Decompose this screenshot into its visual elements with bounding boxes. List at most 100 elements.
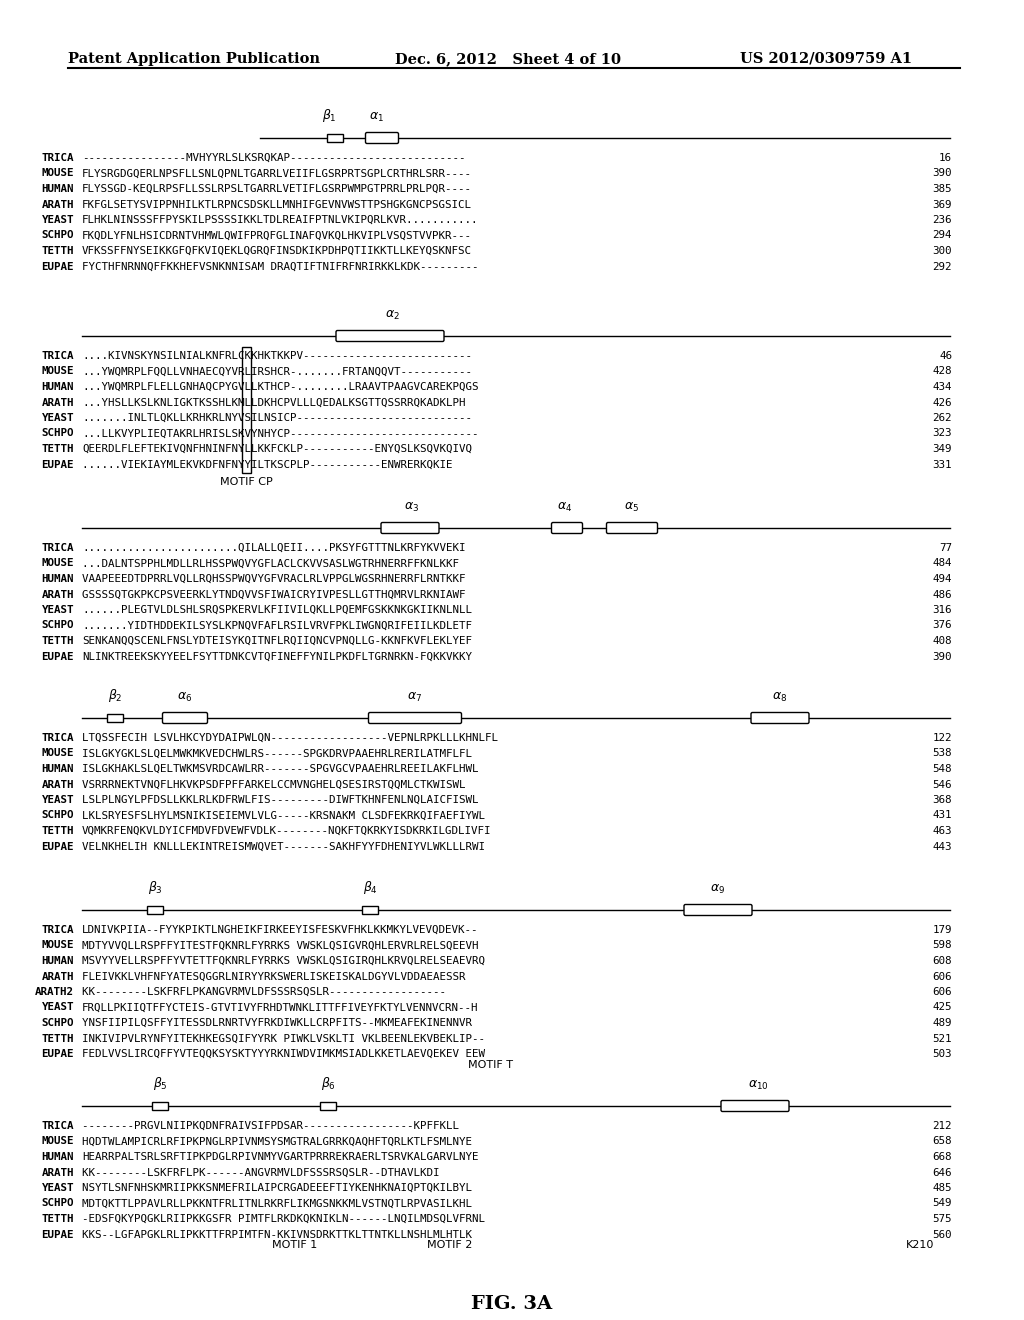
FancyBboxPatch shape	[552, 523, 583, 533]
Text: TETTH: TETTH	[42, 826, 74, 836]
Text: VQMKRFENQKVLDYICFMDVFDVEWFVDLK--------NQKFTQKRKYISDKRKILGDLIVFI: VQMKRFENQKVLDYICFMDVFDVEWFVDLK--------NQ…	[82, 826, 492, 836]
Text: HUMAN: HUMAN	[42, 764, 74, 774]
Text: TETTH: TETTH	[42, 1214, 74, 1224]
Text: GSSSSQTGKPKCPSVEERKLYTNDQVVSFIWAICRYIVPESLLGTTHQMRVLRKNIAWF: GSSSSQTGKPKCPSVEERKLYTNDQVVSFIWAICRYIVPE…	[82, 590, 472, 599]
Text: SCHPO: SCHPO	[42, 1199, 74, 1209]
Text: TETTH: TETTH	[42, 246, 74, 256]
Text: TRICA: TRICA	[42, 925, 74, 935]
Text: ISLGKHAKLSLQELTWKMSVRDCAWLRR-------SPGVGCVPAAEHRLREEILAKFLHWL: ISLGKHAKLSLQELTWKMSVRDCAWLRR-------SPGVG…	[82, 764, 485, 774]
Text: 608: 608	[933, 956, 952, 966]
Text: 546: 546	[933, 780, 952, 789]
Text: MOUSE: MOUSE	[42, 367, 74, 376]
Bar	[152, 1102, 168, 1110]
Text: ----------------MVHYYRLSLKSRQKAP---------------------------: ----------------MVHYYRLSLKSRQKAP--------…	[82, 153, 466, 162]
Text: 658: 658	[933, 1137, 952, 1147]
Text: $\alpha_4$: $\alpha_4$	[557, 500, 572, 513]
Text: ARATH: ARATH	[42, 780, 74, 789]
Text: 77: 77	[939, 543, 952, 553]
Text: .......YIDTHDDEKILSYSLKPNQVFAFLRSILVRVFPKLIWGNQRIFEIILKDLETF: .......YIDTHDDEKILSYSLKPNQVFAFLRSILVRVFP…	[82, 620, 472, 631]
Text: KK--------LSKFRFLPKANGVRMVLDFSSSRSQSLR------------------: KK--------LSKFRFLPKANGVRMVLDFSSSRSQSLR--…	[82, 987, 492, 997]
Text: FKFGLSETYSVIPPNHILKTLRPNCSDSKLLMNHIFGEVNVWSTTPSHGKGNCPSGSICL: FKFGLSETYSVIPPNHILKTLRPNCSDSKLLMNHIFGEVN…	[82, 199, 472, 210]
Text: MOUSE: MOUSE	[42, 940, 74, 950]
Text: $\alpha_7$: $\alpha_7$	[408, 690, 423, 704]
Text: 549: 549	[933, 1199, 952, 1209]
Bar	[327, 135, 343, 143]
Text: 368: 368	[933, 795, 952, 805]
Text: FEDLVVSLIRCQFFYVTEQQKSYSKTYYYRKNIWDVIMKMSIADLKKETLAEVQEKEV EEW: FEDLVVSLIRCQFFYVTEQQKSYSKTYYYRKNIWDVIMKM…	[82, 1049, 485, 1059]
Text: 668: 668	[933, 1152, 952, 1162]
Text: ARATH: ARATH	[42, 972, 74, 982]
Text: 485: 485	[933, 1183, 952, 1193]
FancyBboxPatch shape	[163, 713, 208, 723]
Text: TRICA: TRICA	[42, 351, 74, 360]
Text: SCHPO: SCHPO	[42, 1018, 74, 1028]
Text: 484: 484	[933, 558, 952, 569]
Text: $\alpha_{10}$: $\alpha_{10}$	[748, 1078, 768, 1092]
Text: EUPAE: EUPAE	[42, 842, 74, 851]
Text: LKLSRYESFSLHYLMSNIKISEIEMVLVLG-----KRSNAKM CLSDFEKRKQIFAEFIYWL: LKLSRYESFSLHYLMSNIKISEIEMVLVLG-----KRSNA…	[82, 810, 485, 821]
Text: HUMAN: HUMAN	[42, 183, 74, 194]
FancyBboxPatch shape	[336, 330, 444, 342]
Text: FIG. 3A: FIG. 3A	[471, 1295, 553, 1313]
Text: $\alpha_6$: $\alpha_6$	[177, 690, 193, 704]
Text: FKQDLYFNLHSICDRNTVHMWLQWIFPRQFGLINAFQVKQLHKVIPLVSQSTVVPKR---: FKQDLYFNLHSICDRNTVHMWLQWIFPRQFGLINAFQVKQ…	[82, 231, 472, 240]
Text: 486: 486	[933, 590, 952, 599]
Text: 390: 390	[933, 169, 952, 178]
Text: EUPAE: EUPAE	[42, 1049, 74, 1059]
Text: 262: 262	[933, 413, 952, 422]
Text: $\alpha_9$: $\alpha_9$	[711, 883, 726, 896]
Text: QEERDLFLEFTEKIVQNFHNINFNYLLKKFCKLP-----------ENYQSLKSQVKQIVQ: QEERDLFLEFTEKIVQNFHNINFNYLLKKFCKLP------…	[82, 444, 472, 454]
Text: VAAPEEEDTDPRRLVQLLRQHSSPWQVYGFVRACLRLVPPGLWGSRHNERRFLRNTKKF: VAAPEEEDTDPRRLVQLLRQHSSPWQVYGFVRACLRLVPP…	[82, 574, 472, 583]
Text: 122: 122	[933, 733, 952, 743]
Text: NSYTLSNFNHSKMRIIPKKSNMEFRILAIPCRGADEEEFTIYKENHKNAIQPTQKILBYL: NSYTLSNFNHSKMRIIPKKSNMEFRILAIPCRGADEEEFT…	[82, 1183, 485, 1193]
Text: ...DALNTSPPHLMDLLRLHSSPWQVYGFLACLCKVVSASLWGTRHNERRFFKNLKKF: ...DALNTSPPHLMDLLRLHSSPWQVYGFLACLCKVVSAS…	[82, 558, 472, 569]
Text: HUMAN: HUMAN	[42, 574, 74, 583]
Text: 331: 331	[933, 459, 952, 470]
Text: 323: 323	[933, 429, 952, 438]
Text: 521: 521	[933, 1034, 952, 1044]
Text: EUPAE: EUPAE	[42, 1229, 74, 1239]
Text: ARATH: ARATH	[42, 590, 74, 599]
Text: ...YWQMRPLFQQLLVNHAECQYVRLIRSHCR-.......FRTANQQVT-----------: ...YWQMRPLFQQLLVNHAECQYVRLIRSHCR-.......…	[82, 367, 472, 376]
Text: $\alpha_8$: $\alpha_8$	[772, 690, 787, 704]
Text: 385: 385	[933, 183, 952, 194]
Text: 606: 606	[933, 987, 952, 997]
Text: LDNIVKPIIA--FYYKPIKTLNGHEIKFIRKEEYISFESKVFHKLKKMKYLVEVQDEVK--: LDNIVKPIIA--FYYKPIKTLNGHEIKFIRKEEYISFESK…	[82, 925, 478, 935]
Text: HUMAN: HUMAN	[42, 1152, 74, 1162]
Text: YEAST: YEAST	[42, 795, 74, 805]
Bar	[319, 1102, 336, 1110]
Text: EUPAE: EUPAE	[42, 261, 74, 272]
Text: YNSFIIPILQSFFYITESSDLRNRTVYFRKDIWKLLCRPFITS--MKMEAFEKINENNVR: YNSFIIPILQSFFYITESSDLRNRTVYFRKDIWKLLCRPF…	[82, 1018, 478, 1028]
Text: $\beta_5$: $\beta_5$	[153, 1074, 167, 1092]
Text: SENKANQQSCENLFNSLYDTEISYKQITNFLRQIIQNCVPNQLLG-KKNFKVFLEKLYEF: SENKANQQSCENLFNSLYDTEISYKQITNFLRQIIQNCVP…	[82, 636, 472, 645]
Text: MOUSE: MOUSE	[42, 169, 74, 178]
Text: VFKSSFFNYSEIKKGFQFKVIQEKLQGRQFINSDKIKPDHPQTIIKKTLLKEYQSKNFSC: VFKSSFFNYSEIKKGFQFKVIQEKLQGRQFINSDKIKPDH…	[82, 246, 472, 256]
Text: $\beta_1$: $\beta_1$	[322, 107, 336, 124]
Text: 463: 463	[933, 826, 952, 836]
Text: ......PLEGTVLDLSHLSRQSPKERVLKFIIVILQKLLPQEMFGSKKNKGKIIKNLNLL: ......PLEGTVLDLSHLSRQSPKERVLKFIIVILQKLLP…	[82, 605, 472, 615]
Text: TETTH: TETTH	[42, 1034, 74, 1044]
Bar	[362, 906, 378, 913]
Text: 236: 236	[933, 215, 952, 224]
Text: $\alpha_1$: $\alpha_1$	[369, 111, 383, 124]
Text: Patent Application Publication: Patent Application Publication	[68, 51, 319, 66]
Text: TRICA: TRICA	[42, 543, 74, 553]
FancyBboxPatch shape	[751, 713, 809, 723]
Text: $\beta_6$: $\beta_6$	[321, 1074, 336, 1092]
Text: VELNKHELIH KNLLLEKINTREISMWQVET-------SAKHFYYFDHENIYVLWKLLLRWI: VELNKHELIH KNLLLEKINTREISMWQVET-------SA…	[82, 842, 492, 851]
Text: --------PRGVLNIIPKQDNFRAIVSIFPDSAR-----------------KPFFKLL: --------PRGVLNIIPKQDNFRAIVSIFPDSAR------…	[82, 1121, 478, 1131]
Text: YEAST: YEAST	[42, 215, 74, 224]
Text: 494: 494	[933, 574, 952, 583]
Text: Dec. 6, 2012   Sheet 4 of 10: Dec. 6, 2012 Sheet 4 of 10	[395, 51, 621, 66]
Text: FLHKLNINSSSFFPYSKILPSSSSIKKLTDLREAIFPTNLVKIPQRLKVR...........: FLHKLNINSSSFFPYSKILPSSSSIKKLTDLREAIFPTNL…	[82, 215, 478, 224]
Text: 503: 503	[933, 1049, 952, 1059]
Bar	[106, 714, 123, 722]
FancyBboxPatch shape	[381, 523, 439, 533]
Text: $\alpha_3$: $\alpha_3$	[404, 500, 420, 513]
Text: 431: 431	[933, 810, 952, 821]
Text: 575: 575	[933, 1214, 952, 1224]
Text: 489: 489	[933, 1018, 952, 1028]
Text: HEARRPALTSRLSRFTIPKPDGLRPIVNMYVGARTPRRREKRAERLTSRVKALGARVLNYE: HEARRPALTSRLSRFTIPKPDGLRPIVNMYVGARTPRRRE…	[82, 1152, 478, 1162]
Text: 428: 428	[933, 367, 952, 376]
Text: 560: 560	[933, 1229, 952, 1239]
